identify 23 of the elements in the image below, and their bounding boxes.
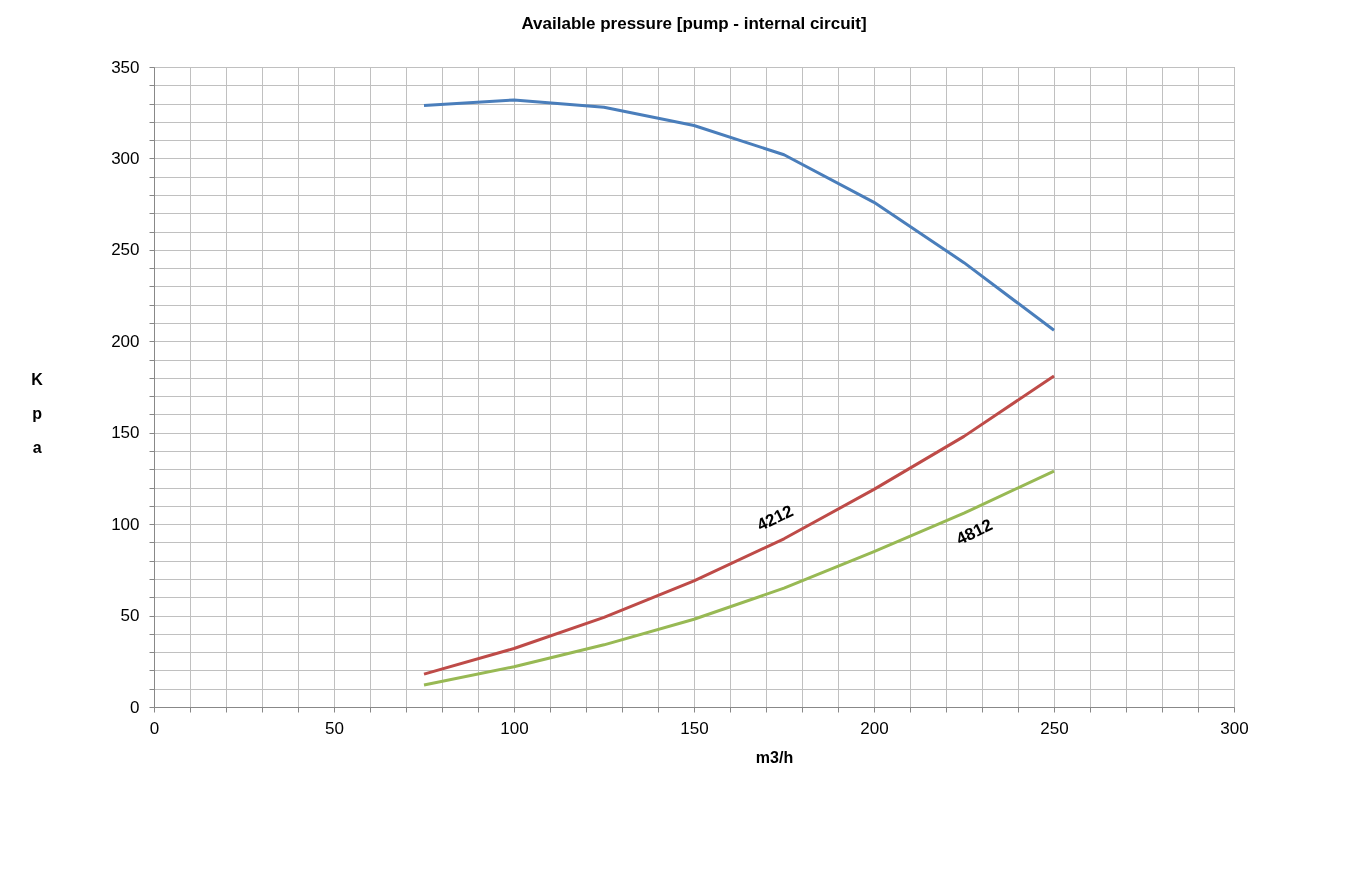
x-tick-label: 200 (860, 718, 889, 738)
x-tick-label: 100 (500, 718, 529, 738)
x-tick-label: 250 (1040, 718, 1069, 738)
chart-title: Available pressure [pump - internal circuit] (521, 14, 867, 33)
line-series (422, 469, 1056, 687)
y-tick-label: 50 (120, 606, 140, 626)
y-tick-label: 250 (111, 240, 140, 260)
y-tick-label: 200 (111, 331, 140, 351)
x-tick-label: 50 (325, 718, 344, 738)
x-axis-title: m3/h (755, 748, 794, 766)
x-tick-label: 300 (1220, 718, 1249, 738)
x-tick-label: 0 (149, 718, 160, 738)
line-series (422, 374, 1056, 676)
y-tick-label: 100 (111, 514, 140, 534)
text: 4812 (953, 515, 996, 549)
text: 4212 (753, 501, 797, 535)
y-tick-label: 350 (111, 57, 140, 77)
y-tick-label: 300 (111, 148, 140, 168)
line-series (422, 98, 1056, 332)
x-tick-label: 150 (680, 718, 709, 738)
y-tick-label: 0 (130, 697, 140, 717)
y-axis-title: Kpa (31, 370, 44, 456)
y-tick-label: 150 (111, 423, 140, 443)
